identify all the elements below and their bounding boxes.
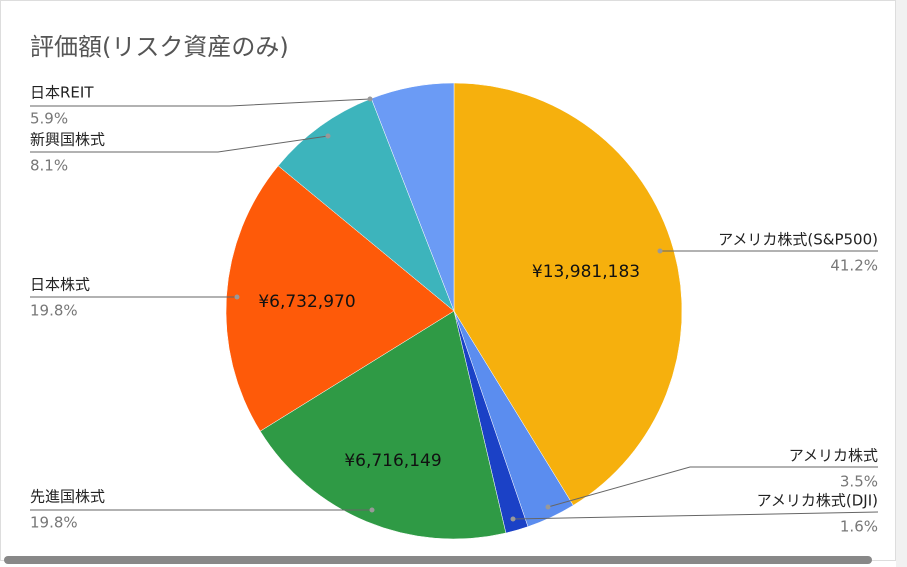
leader-line	[547, 466, 878, 508]
percent-label: 19.8%	[30, 514, 78, 532]
percent-label: 3.5%	[840, 473, 878, 491]
legend-label: アメリカ株式(DJI)	[757, 492, 878, 510]
horizontal-scrollbar[interactable]	[4, 556, 872, 564]
leader-dot	[234, 294, 240, 300]
percent-label: 8.1%	[30, 157, 68, 175]
vertical-scrollbar[interactable]	[896, 0, 907, 567]
leader-dot	[657, 248, 663, 254]
pie-slice	[259, 310, 507, 540]
legend-label: 日本REIT	[30, 84, 94, 102]
leader-line	[30, 135, 329, 153]
amount-label: ¥13,981,183	[532, 262, 640, 282]
legend-label: アメリカ株式(S&P500)	[718, 231, 878, 249]
leader-line	[512, 511, 879, 520]
percent-label: 19.8%	[30, 302, 78, 320]
leader-dot	[325, 133, 331, 139]
legend-label: 日本株式	[30, 276, 90, 294]
leader-dot	[545, 504, 551, 510]
percent-label: 1.6%	[840, 518, 878, 536]
percent-label: 5.9%	[30, 110, 68, 128]
pie-slice	[453, 82, 683, 506]
pie-slice	[225, 165, 455, 432]
pie-slice	[277, 98, 455, 312]
chart-title: 評価額(リスク資産のみ)	[30, 33, 289, 61]
legend-label: 新興国株式	[30, 131, 105, 149]
leader-dot	[510, 516, 516, 522]
leader-dot	[367, 96, 373, 102]
leader-dot	[369, 507, 375, 513]
leader-line	[30, 98, 371, 107]
percent-label: 41.2%	[830, 257, 878, 275]
legend-label: アメリカ株式	[789, 447, 878, 465]
amount-label: ¥6,732,970	[258, 292, 355, 312]
amount-label: ¥6,716,149	[344, 451, 441, 471]
legend-label: 先進国株式	[30, 488, 105, 506]
